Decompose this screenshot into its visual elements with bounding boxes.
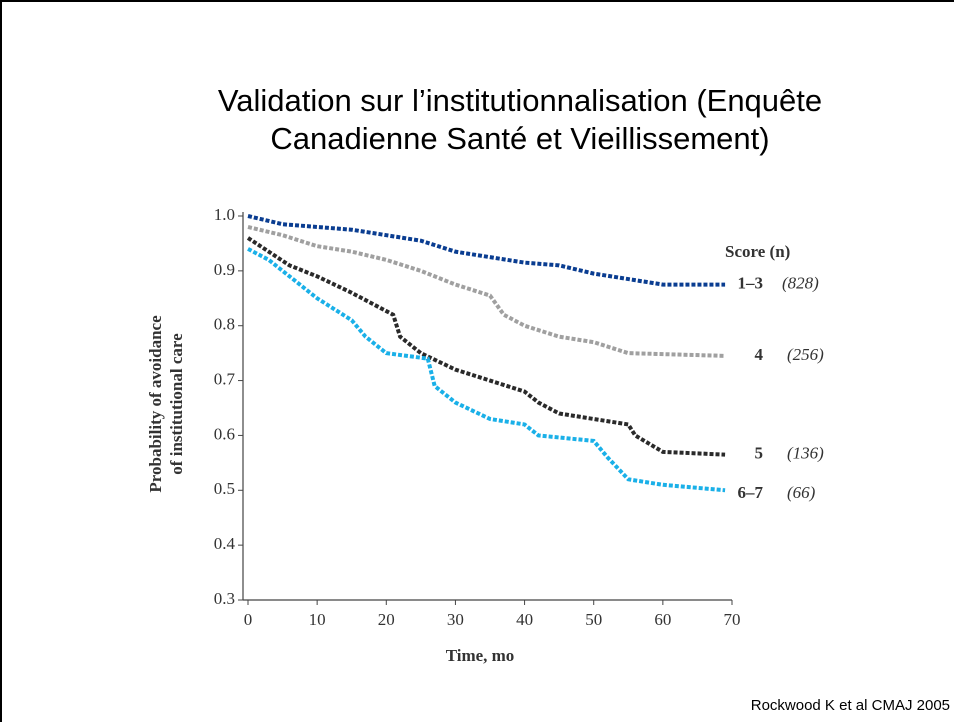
- source: Rockwood K et al CMAJ 2005: [750, 697, 950, 714]
- x-tick-label: 50: [585, 610, 602, 629]
- survival-line: [247, 214, 726, 287]
- x-tick-label: 20: [378, 610, 395, 629]
- series-count: (256): [787, 345, 824, 364]
- y-axis-label: Probability of avoidance: [146, 315, 165, 493]
- series-label: 1–3: [738, 273, 764, 292]
- series-label: 4: [755, 345, 764, 364]
- y-tick-label: 0.3: [214, 589, 235, 608]
- series-count: (828): [782, 273, 819, 292]
- survival-line: [247, 225, 726, 358]
- x-tick-label: 0: [244, 610, 253, 629]
- y-tick-label: 0.5: [214, 479, 235, 498]
- x-tick-label: 60: [654, 610, 671, 629]
- survival-line: [247, 247, 726, 493]
- legend-title: Score (n): [725, 242, 790, 261]
- x-tick-label: 70: [724, 610, 741, 629]
- slide-title: Validation sur l’institutionnalisation (…: [217, 83, 823, 156]
- x-tick-label: 30: [447, 610, 464, 629]
- x-tick-label: 40: [516, 610, 533, 629]
- y-tick-label: 0.8: [214, 315, 235, 334]
- y-axis-label: of institutional care: [167, 333, 186, 475]
- series-label: 6–7: [738, 483, 764, 502]
- survival-line: [246, 236, 726, 457]
- y-tick-label: 1.0: [214, 205, 235, 224]
- y-tick-label: 0.4: [214, 534, 236, 553]
- series-count: (66): [787, 483, 816, 502]
- x-tick-label: 10: [309, 610, 326, 629]
- y-tick-label: 0.6: [214, 424, 235, 443]
- series-label: 5: [755, 444, 764, 463]
- x-axis-label: Time, mo: [446, 646, 515, 665]
- series-count: (136): [787, 444, 824, 463]
- y-tick-label: 0.7: [214, 369, 236, 388]
- y-tick-label: 0.9: [214, 260, 235, 279]
